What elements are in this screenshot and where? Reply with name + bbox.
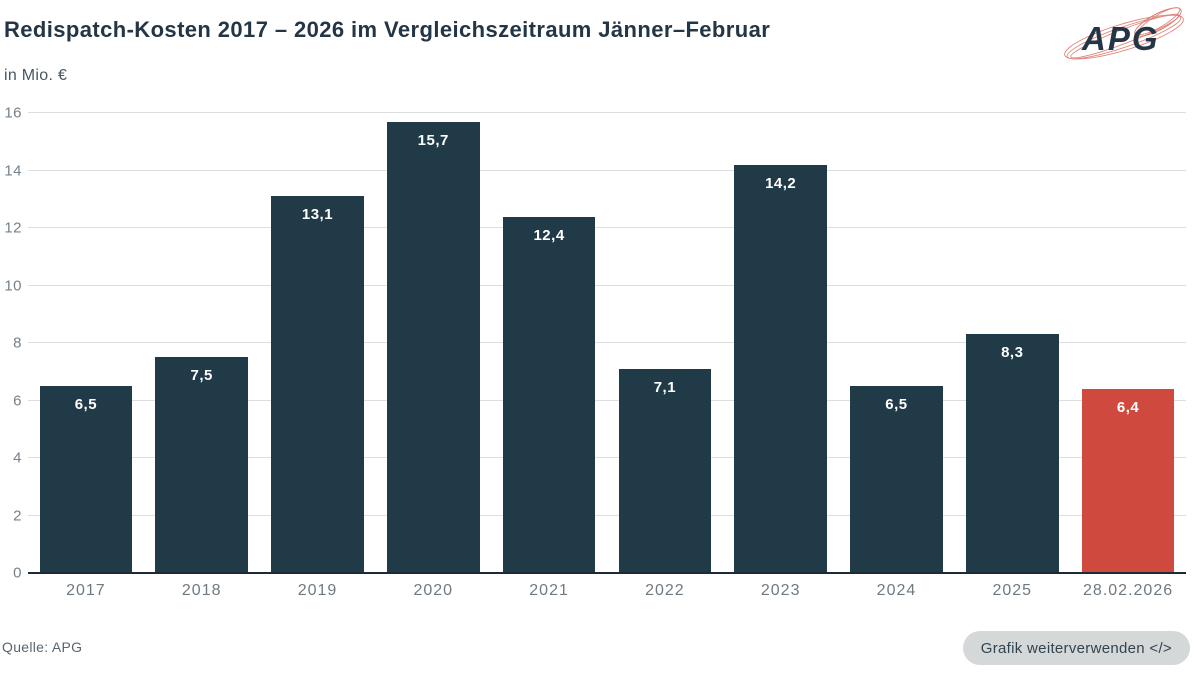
bar-value-label: 6,5 — [74, 396, 98, 414]
bar-2023: 14,2 — [734, 164, 827, 573]
bar-2022: 7,1 — [618, 368, 712, 573]
x-axis-line — [28, 572, 1186, 574]
x-tick-label: 2023 — [760, 582, 801, 599]
bar-value-label: 12,4 — [533, 226, 565, 244]
bar-slot: 8,3 — [954, 113, 1070, 573]
gridline — [28, 284, 1186, 286]
logo-swirl-icon — [1064, 7, 1184, 60]
gridline — [28, 514, 1186, 516]
bar-2025: 8,3 — [965, 334, 1059, 573]
bar-value-label: 6,5 — [885, 396, 908, 414]
reuse-chart-button[interactable]: Grafik weiterverwenden </> — [962, 631, 1190, 665]
bar-value-label: 15,7 — [417, 131, 449, 149]
y-tick-label: 12 — [4, 219, 22, 237]
bar-slot: 15,7 — [375, 113, 491, 573]
gridline — [28, 227, 1186, 228]
bar-2018: 7,5 — [155, 357, 248, 573]
source-note: Quelle: APG — [2, 639, 83, 655]
x-tick-label: 2024 — [876, 582, 917, 599]
y-tick-label: 4 — [13, 449, 22, 467]
y-tick-label: 8 — [13, 334, 22, 352]
x-axis: 2017 2018 2019 2020 2021 2022 2023 2024 2025 28.0… — [28, 582, 1186, 604]
bar-value-label: 7,5 — [190, 367, 213, 385]
chart-subtitle: in Mio. € — [4, 67, 68, 84]
bar-slot: 6,5 — [28, 113, 144, 573]
x-tick-label: 2019 — [297, 582, 338, 599]
bar-value-label: 6,4 — [1116, 399, 1140, 416]
bar-value-label: 8,3 — [1001, 344, 1024, 362]
plot-area: 6,5 7,5 13,1 15,7 12,4 7,1 14,2 6,5 8,3 6,4 — [28, 112, 1186, 574]
x-tick-label: 2025 — [992, 582, 1033, 599]
y-tick-label: 10 — [4, 277, 22, 294]
y-tick-label: 16 — [4, 104, 22, 122]
bar-value-label: 7,1 — [653, 378, 677, 396]
bar-slot: 12,4 — [491, 113, 607, 573]
bar-2017: 6,5 — [39, 386, 133, 573]
bar-slot: 6,4 — [1070, 113, 1186, 573]
bar-slot: 7,1 — [607, 113, 723, 573]
x-tick-label: 28.02.2026 — [1083, 582, 1174, 599]
x-tick-label: 2018 — [181, 582, 222, 599]
y-axis: 0 2 4 6 8 10 12 14 16 — [0, 106, 22, 581]
y-tick-label: 14 — [4, 162, 22, 179]
bar-slot: 6,5 — [839, 113, 955, 573]
bar-28.02.2026: 6,4 — [1081, 389, 1175, 573]
x-tick-label: 2022 — [645, 582, 685, 599]
gridline — [28, 112, 1186, 113]
y-tick-label: 6 — [13, 392, 22, 409]
bar-2020: 15,7 — [386, 121, 480, 573]
logo-text: APG — [1081, 20, 1160, 57]
gridline — [28, 399, 1186, 401]
bar-value-label: 13,1 — [301, 206, 334, 224]
bar-2021: 12,4 — [502, 216, 596, 573]
gridline — [28, 342, 1186, 343]
bar-slot: 7,5 — [144, 113, 260, 573]
bar-value-label: 14,2 — [765, 174, 797, 192]
x-tick-label: 2021 — [529, 582, 569, 599]
page-title: Redispatch-Kosten 2017 – 2026 im Verglei… — [4, 17, 771, 42]
x-tick-label: 2020 — [413, 582, 454, 599]
bar-slot: 13,1 — [260, 113, 376, 573]
y-tick-label: 2 — [13, 507, 22, 524]
bar-slot: 14,2 — [723, 113, 839, 573]
gridline — [28, 169, 1186, 171]
gridline — [28, 457, 1186, 458]
x-tick-label: 2017 — [66, 582, 106, 599]
apg-logo: APG — [1064, 7, 1184, 60]
bar-2019: 13,1 — [271, 196, 364, 573]
y-tick-label: 0 — [13, 564, 22, 582]
bar-2024: 6,5 — [850, 386, 943, 573]
